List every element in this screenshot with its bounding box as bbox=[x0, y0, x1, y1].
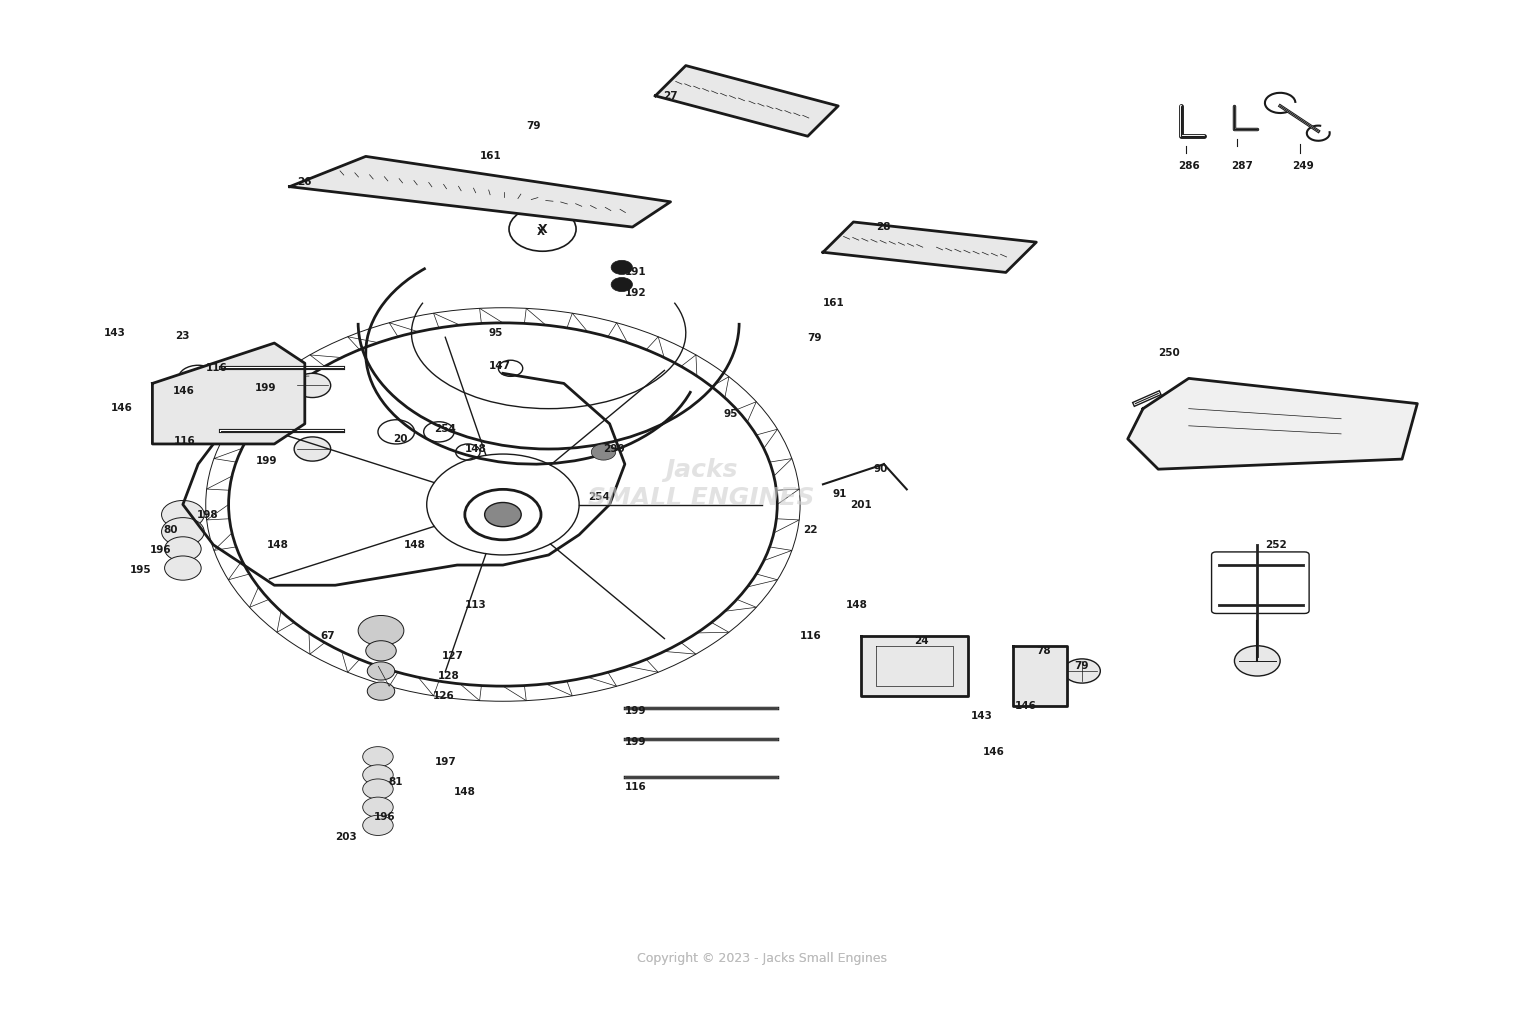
Text: 148: 148 bbox=[454, 787, 475, 797]
Text: 290: 290 bbox=[604, 444, 625, 454]
Circle shape bbox=[363, 797, 393, 817]
Text: 146: 146 bbox=[983, 747, 1004, 757]
Text: 250: 250 bbox=[1158, 348, 1180, 358]
Circle shape bbox=[1064, 659, 1100, 683]
Text: X: X bbox=[538, 223, 547, 235]
Text: 148: 148 bbox=[465, 444, 486, 454]
Polygon shape bbox=[1013, 646, 1067, 706]
Text: 90: 90 bbox=[873, 464, 887, 474]
Text: Jacks
SMALL ENGINES: Jacks SMALL ENGINES bbox=[588, 458, 814, 511]
Text: 199: 199 bbox=[256, 456, 277, 466]
Text: 146: 146 bbox=[1015, 701, 1036, 711]
Text: 143: 143 bbox=[971, 711, 992, 721]
Polygon shape bbox=[152, 343, 305, 444]
Text: 79: 79 bbox=[808, 333, 823, 343]
Text: 116: 116 bbox=[206, 363, 227, 373]
Text: 148: 148 bbox=[267, 540, 288, 550]
Text: 254: 254 bbox=[588, 492, 610, 502]
Text: 116: 116 bbox=[625, 782, 646, 792]
Text: 199: 199 bbox=[625, 737, 646, 747]
Text: 79: 79 bbox=[526, 121, 541, 131]
Text: 95: 95 bbox=[724, 409, 738, 419]
Circle shape bbox=[162, 500, 204, 529]
Text: 199: 199 bbox=[255, 383, 276, 394]
Text: 27: 27 bbox=[663, 91, 678, 101]
Text: 197: 197 bbox=[434, 757, 456, 767]
Circle shape bbox=[367, 662, 395, 680]
Circle shape bbox=[294, 373, 331, 398]
Text: 161: 161 bbox=[823, 298, 844, 308]
Text: 22: 22 bbox=[803, 525, 818, 535]
Text: 148: 148 bbox=[846, 600, 867, 610]
Text: 116: 116 bbox=[174, 436, 195, 446]
Text: 20: 20 bbox=[393, 434, 408, 444]
Text: 28: 28 bbox=[876, 222, 892, 232]
Text: 67: 67 bbox=[320, 631, 335, 641]
Text: 81: 81 bbox=[389, 777, 404, 787]
Text: 146: 146 bbox=[174, 386, 195, 397]
Circle shape bbox=[591, 444, 616, 460]
Circle shape bbox=[367, 682, 395, 700]
Text: 91: 91 bbox=[832, 489, 846, 499]
Text: 286: 286 bbox=[1178, 161, 1199, 172]
Circle shape bbox=[611, 277, 632, 292]
Text: 252: 252 bbox=[1265, 540, 1286, 550]
Text: 192: 192 bbox=[625, 288, 646, 298]
Text: 146: 146 bbox=[111, 403, 133, 413]
Text: 249: 249 bbox=[1292, 161, 1314, 172]
Text: 196: 196 bbox=[149, 545, 171, 555]
Text: 196: 196 bbox=[373, 812, 395, 822]
Polygon shape bbox=[1128, 378, 1417, 469]
Text: Copyright © 2023 - Jacks Small Engines: Copyright © 2023 - Jacks Small Engines bbox=[637, 952, 887, 965]
Circle shape bbox=[363, 747, 393, 767]
Text: 198: 198 bbox=[197, 510, 218, 520]
Text: 23: 23 bbox=[175, 331, 190, 341]
Text: 126: 126 bbox=[433, 691, 454, 701]
Circle shape bbox=[294, 437, 331, 461]
Circle shape bbox=[1234, 646, 1280, 676]
Text: X: X bbox=[536, 227, 546, 237]
Text: 24: 24 bbox=[914, 636, 930, 646]
Text: 127: 127 bbox=[442, 651, 463, 661]
Circle shape bbox=[165, 556, 201, 580]
Text: 191: 191 bbox=[625, 267, 646, 277]
Text: 147: 147 bbox=[489, 361, 511, 371]
Text: 26: 26 bbox=[297, 177, 312, 187]
Circle shape bbox=[366, 641, 396, 661]
Circle shape bbox=[162, 518, 204, 546]
Text: 161: 161 bbox=[480, 151, 501, 161]
Text: Copyright © 2023 - Jacks Small Engines: Copyright © 2023 - Jacks Small Engines bbox=[637, 952, 887, 965]
Polygon shape bbox=[861, 636, 968, 696]
Circle shape bbox=[363, 765, 393, 785]
Text: 254: 254 bbox=[434, 424, 456, 434]
Polygon shape bbox=[290, 156, 671, 227]
Polygon shape bbox=[823, 222, 1036, 272]
Text: 287: 287 bbox=[1231, 161, 1253, 172]
Text: 80: 80 bbox=[163, 525, 178, 535]
Text: 195: 195 bbox=[130, 565, 151, 575]
Circle shape bbox=[358, 615, 404, 646]
Text: 148: 148 bbox=[404, 540, 425, 550]
Text: 113: 113 bbox=[465, 600, 486, 610]
Circle shape bbox=[363, 779, 393, 799]
Text: 128: 128 bbox=[437, 671, 459, 681]
Circle shape bbox=[165, 537, 201, 561]
Text: 116: 116 bbox=[800, 631, 821, 641]
Polygon shape bbox=[655, 66, 838, 136]
Circle shape bbox=[485, 502, 521, 527]
Text: 143: 143 bbox=[104, 328, 125, 338]
Text: 201: 201 bbox=[850, 499, 872, 510]
Text: 203: 203 bbox=[335, 832, 357, 843]
Text: 78: 78 bbox=[1036, 646, 1052, 656]
Circle shape bbox=[611, 260, 632, 274]
Text: 199: 199 bbox=[625, 706, 646, 716]
Text: 95: 95 bbox=[489, 328, 503, 338]
Text: 79: 79 bbox=[1074, 661, 1090, 671]
Circle shape bbox=[363, 815, 393, 835]
